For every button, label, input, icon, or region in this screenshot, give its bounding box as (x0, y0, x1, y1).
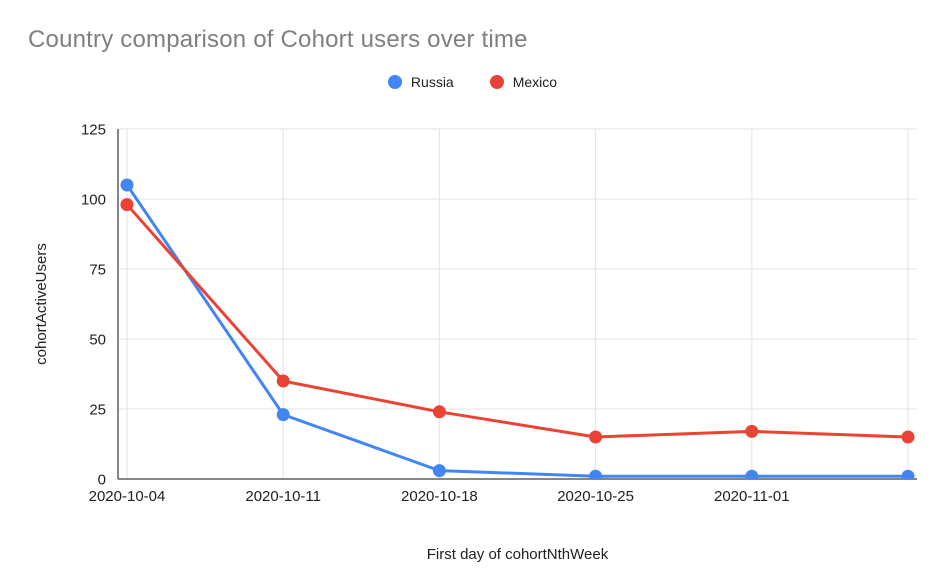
russia-series-dot-icon (387, 75, 402, 89)
y-tick-label: 0 (98, 472, 106, 489)
y-tick-label: 75 (89, 262, 106, 279)
y-tick-label: 100 (81, 192, 106, 209)
data-point-mexico-2[interactable] (432, 405, 446, 419)
legend-item-mexico[interactable]: Mexico (489, 74, 558, 90)
series-line-russia (125, 183, 910, 478)
x-tick-label: 2020-10-11 (245, 488, 321, 505)
legend-item-russia[interactable]: Russia (387, 74, 454, 90)
data-point-mexico-5[interactable] (901, 430, 915, 444)
x-axis-title: First day of cohortNthWeek (427, 546, 609, 563)
data-point-russia-3[interactable] (589, 469, 603, 483)
data-point-mexico-1[interactable] (276, 374, 290, 388)
data-point-russia-2[interactable] (432, 464, 446, 478)
series-line-mexico (125, 203, 910, 439)
x-tick-label: 2020-11-01 (714, 488, 790, 505)
series-mexico (120, 198, 915, 444)
data-point-mexico-4[interactable] (745, 424, 759, 438)
y-tick-label: 50 (89, 332, 106, 349)
legend: Russia Mexico (0, 74, 945, 90)
data-point-mexico-3[interactable] (589, 430, 603, 444)
data-point-russia-1[interactable] (276, 408, 290, 422)
series-russia (120, 178, 915, 483)
data-point-mexico-0[interactable] (120, 198, 134, 212)
data-point-russia-5[interactable] (901, 469, 915, 483)
y-tick-label: 125 (81, 122, 106, 139)
y-axis-title: cohortActiveUsers (33, 243, 50, 365)
russia-legend-label: Russia (410, 74, 454, 90)
data-point-russia-4[interactable] (745, 469, 759, 483)
x-tick-label: 2020-10-18 (401, 488, 478, 505)
mexico-legend-label: Mexico (512, 74, 558, 90)
chart-title: Country comparison of Cohort users over … (28, 26, 528, 53)
x-tick-label: 2020-10-04 (89, 488, 166, 505)
mexico-series-dot-icon (489, 75, 504, 89)
x-tick-label: 2020-10-25 (557, 488, 634, 505)
y-tick-label: 25 (89, 402, 106, 419)
data-point-russia-0[interactable] (120, 178, 134, 192)
